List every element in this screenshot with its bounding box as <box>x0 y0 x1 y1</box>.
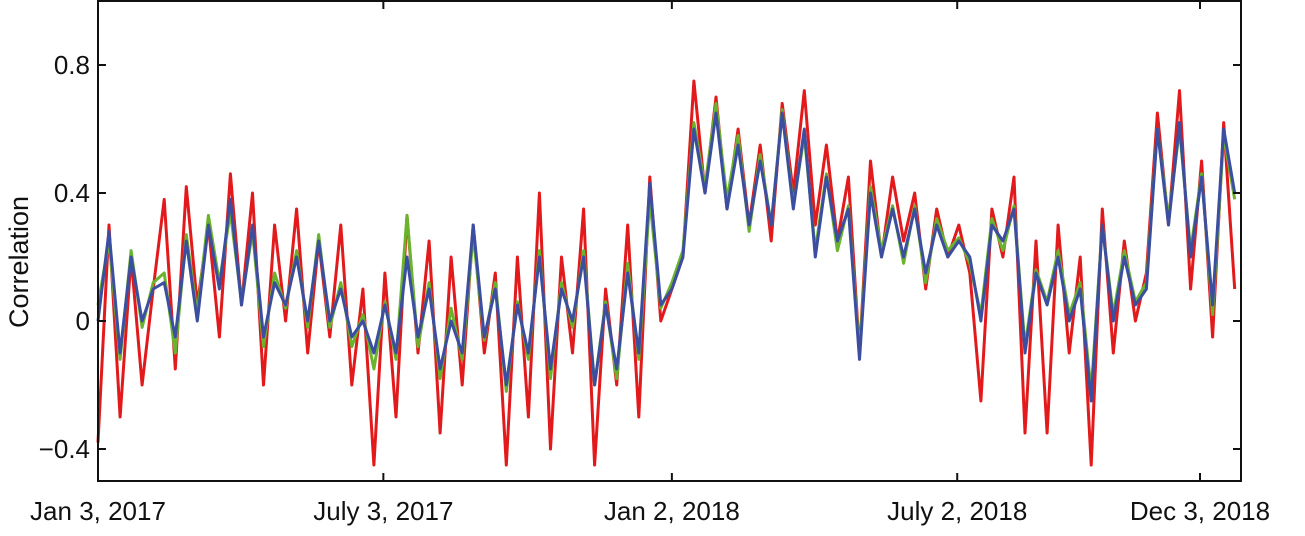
x-tick-label: Jan 2, 2018 <box>604 496 740 526</box>
series-line-3 <box>96 111 1237 403</box>
x-axis: Jan 3, 2017 July 3, 2017 Jan 2, 2018 July 2… <box>30 1 1270 526</box>
x-tick-label: July 3, 2017 <box>313 496 453 526</box>
plot-frame <box>97 0 1242 482</box>
x-tick-label: Jan 3, 2017 <box>30 496 166 526</box>
x-tick-label: July 2, 2018 <box>887 496 1027 526</box>
y-tick-label: 0.4 <box>54 178 90 208</box>
x-tick-label: Dec 3, 2018 <box>1130 496 1270 526</box>
y-axis: 0.8 0.4 0 −0.4 <box>39 50 1241 464</box>
y-tick-label: 0 <box>76 306 90 336</box>
series-layer <box>96 79 1237 467</box>
y-tick-label: −0.4 <box>39 434 90 464</box>
y-tick-label: 0.8 <box>54 50 90 80</box>
series-line-2 <box>96 101 1237 393</box>
y-axis-label: Correlation <box>4 196 34 328</box>
series-line-1 <box>96 79 1237 467</box>
